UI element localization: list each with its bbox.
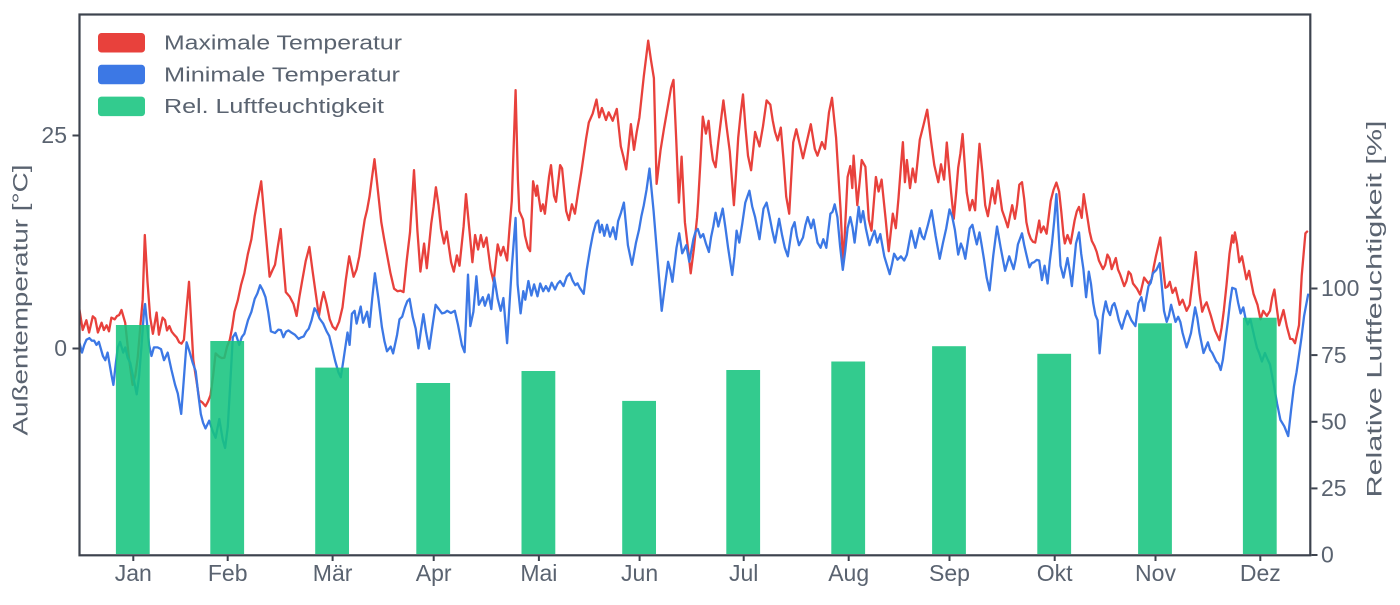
- svg-text:Okt: Okt: [1037, 560, 1073, 586]
- svg-text:Außentemperatur [°C]: Außentemperatur [°C]: [9, 165, 33, 436]
- svg-text:Mai: Mai: [520, 560, 557, 586]
- svg-text:Dez: Dez: [1240, 560, 1281, 586]
- svg-text:0: 0: [54, 335, 67, 361]
- svg-text:Minimale Temperatur: Minimale Temperatur: [164, 64, 400, 86]
- svg-text:50: 50: [1321, 409, 1347, 435]
- svg-text:Apr: Apr: [416, 560, 452, 586]
- svg-text:Maximale Temperatur: Maximale Temperatur: [164, 33, 402, 55]
- svg-text:100: 100: [1321, 275, 1359, 301]
- svg-text:0: 0: [1321, 542, 1334, 568]
- svg-text:Jun: Jun: [621, 560, 658, 586]
- svg-text:Jan: Jan: [115, 560, 152, 586]
- svg-text:Sep: Sep: [929, 560, 970, 586]
- svg-text:25: 25: [1321, 475, 1347, 501]
- svg-text:25: 25: [41, 122, 67, 148]
- svg-text:Relative Luftfeuchtigkeit [%]: Relative Luftfeuchtigkeit [%]: [1363, 121, 1387, 498]
- svg-text:Aug: Aug: [828, 560, 869, 586]
- svg-text:Feb: Feb: [208, 560, 248, 586]
- svg-text:Rel. Luftfeuchtigkeit: Rel. Luftfeuchtigkeit: [164, 96, 385, 118]
- svg-text:Nov: Nov: [1135, 560, 1176, 586]
- svg-text:75: 75: [1321, 342, 1347, 368]
- svg-text:Jul: Jul: [729, 560, 758, 586]
- svg-text:Mär: Mär: [313, 560, 353, 586]
